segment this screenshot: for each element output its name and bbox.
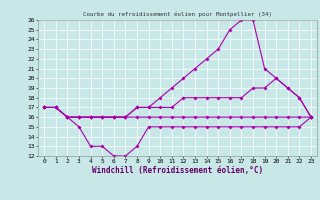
X-axis label: Windchill (Refroidissement éolien,°C): Windchill (Refroidissement éolien,°C)	[92, 166, 263, 175]
Text: Courbe du refroidissement éolien pour Montpellier (34): Courbe du refroidissement éolien pour Mo…	[83, 12, 272, 17]
